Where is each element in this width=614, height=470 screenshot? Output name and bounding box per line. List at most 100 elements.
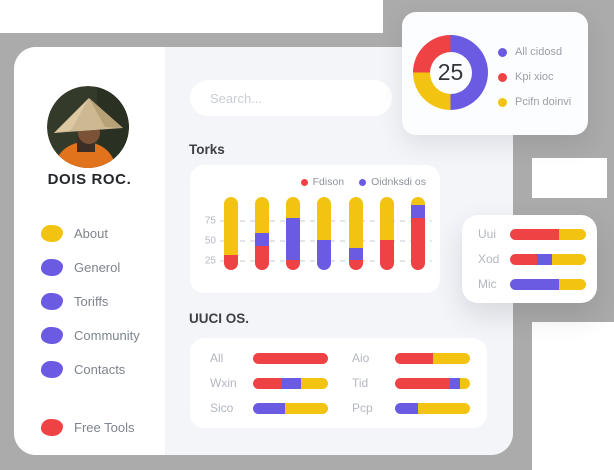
side-panel-rows: Uui Xod Mic (478, 227, 586, 291)
uuci-column-right: Aio Tid Pcp (352, 351, 470, 415)
bar-segment-yellow (317, 197, 332, 241)
bar-segment-purple (449, 377, 461, 389)
sidebar-item-label: Toriffs (74, 293, 109, 309)
stacked-hbar (510, 228, 586, 240)
bar-row-label: Wxin (210, 376, 237, 390)
stacked-bar (286, 197, 301, 270)
bar-segment-purple (253, 402, 285, 414)
sidebar-item-label: About (74, 225, 108, 241)
torks-chart-card: Fdison Oidnksdi os 75 50 25 (190, 165, 440, 293)
bar-segment-red (379, 240, 394, 270)
bar-segment-yellow (410, 197, 425, 206)
bar-row-xod: Xod (478, 252, 586, 266)
bar-row-sico: Sico (210, 401, 328, 415)
bar-segment-red (510, 228, 560, 240)
bar-row-aio: Aio (352, 351, 470, 365)
sidebar-item-about[interactable]: About (14, 216, 165, 250)
side-panel-card: Uui Xod Mic (462, 215, 597, 303)
bar-segment-yellow (224, 197, 238, 255)
stacked-bar (379, 197, 394, 270)
sidebar-item-free-tools[interactable]: Free Tools (14, 410, 165, 444)
donut-chart: 25 (413, 35, 488, 110)
sidebar: DOIS ROC. About Generol Toriffs Community Co… (14, 47, 165, 455)
legend-label: Fdison (312, 176, 345, 188)
legend-label: Pcifn doinvi (515, 96, 572, 108)
legend-item: Kpi xioc (498, 71, 571, 83)
stacked-hbar (253, 402, 328, 414)
sidebar-item-community[interactable]: Community (14, 318, 165, 352)
bar-segment-red (286, 259, 301, 270)
stacked-bar (255, 197, 270, 270)
stacked-hbar (253, 352, 328, 364)
content-area: Torks Fdison Oidnksdi os 75 50 25 (165, 47, 513, 455)
sidebar-item-label: Community (74, 327, 140, 343)
fdison-dot-icon (300, 178, 308, 186)
bar-row-label: Tid (352, 376, 369, 390)
stacked-bar (224, 197, 238, 270)
bar-segment-red (255, 245, 270, 270)
stacked-hbar (510, 278, 586, 290)
legend-label: Kpi xioc (515, 71, 554, 83)
sidebar-item-generol[interactable]: Generol (14, 250, 165, 284)
bar-segment-red (348, 259, 363, 270)
uuci-section-title: UUCI OS. (189, 311, 250, 326)
bar-row-label: All (210, 351, 224, 365)
bar-segment-yellow (284, 402, 328, 414)
legend-item: Oidnksdi os (359, 176, 426, 188)
bar-segment-red (253, 377, 282, 389)
donut-legend: All cidosd Kpi xioc Pcifn doinvi (498, 46, 571, 108)
stacked-hbar (395, 402, 470, 414)
uuci-chart-card: All Wxin Sico Aio Tid Pcp (190, 338, 487, 428)
oidnksdi-dot-icon (359, 178, 367, 186)
bar-row-label: Uui (478, 227, 497, 241)
bar-segment-purple (348, 248, 363, 260)
legend-label: Oidnksdi os (371, 176, 426, 188)
kpi-xioc-dot-icon (498, 72, 507, 82)
background-notch (532, 158, 607, 198)
bar-segment-purple (281, 377, 301, 389)
avatar-photo-illustration (47, 86, 129, 168)
bar-segment-yellow (301, 377, 328, 389)
legend-item: All cidosd (498, 46, 571, 58)
legend-item: Fdison (300, 176, 345, 188)
y-tick: 25 (204, 255, 216, 267)
sidebar-item-contacts[interactable]: Contacts (14, 352, 165, 386)
stacked-hbar (510, 253, 586, 265)
bar-segment-purple (510, 278, 560, 290)
bar-segment-purple (395, 402, 418, 414)
bar-segment-yellow (286, 197, 301, 219)
sidebar-item-toriffs[interactable]: Toriffs (14, 284, 165, 318)
sidebar-item-label: Free Tools (74, 419, 135, 435)
y-tick: 75 (204, 215, 216, 227)
uuci-grid: All Wxin Sico Aio Tid Pcp (210, 351, 470, 415)
bar-segment-purple (410, 205, 425, 219)
torks-legend: Fdison Oidnksdi os (300, 176, 426, 188)
stacked-bar (348, 197, 363, 270)
y-tick: 50 (204, 235, 216, 247)
donut-summary-card: 25 All cidosd Kpi xioc Pcifn doinvi (402, 12, 588, 135)
profile-name: DOIS ROC. (47, 171, 132, 188)
bar-row-label: Mic (478, 277, 497, 291)
bar-segment-red (224, 254, 238, 270)
stacked-hbar (395, 377, 470, 389)
torks-plot: 75 50 25 (190, 197, 440, 270)
avatar[interactable] (47, 86, 129, 168)
bar-segment-purple (255, 232, 270, 246)
sidebar-item-label: Contacts (74, 361, 126, 377)
bar-segment-purple (536, 253, 552, 265)
blob-icon (41, 360, 63, 378)
legend-label: All cidosd (515, 46, 563, 58)
bar-segment-yellow (255, 197, 270, 233)
bar-segment-purple (286, 218, 301, 260)
blob-icon (41, 292, 63, 310)
bar-row-all: All (210, 351, 328, 365)
bar-row-mic: Mic (478, 277, 586, 291)
bar-segment-yellow (348, 197, 363, 249)
blob-icon (41, 326, 63, 344)
bar-segment-yellow (379, 197, 394, 241)
search-input[interactable] (190, 80, 392, 116)
bar-segment-yellow (432, 352, 470, 364)
bar-segment-red (395, 352, 433, 364)
bar-segment-purple (317, 240, 332, 270)
bar-row-label: Xod (478, 252, 500, 266)
